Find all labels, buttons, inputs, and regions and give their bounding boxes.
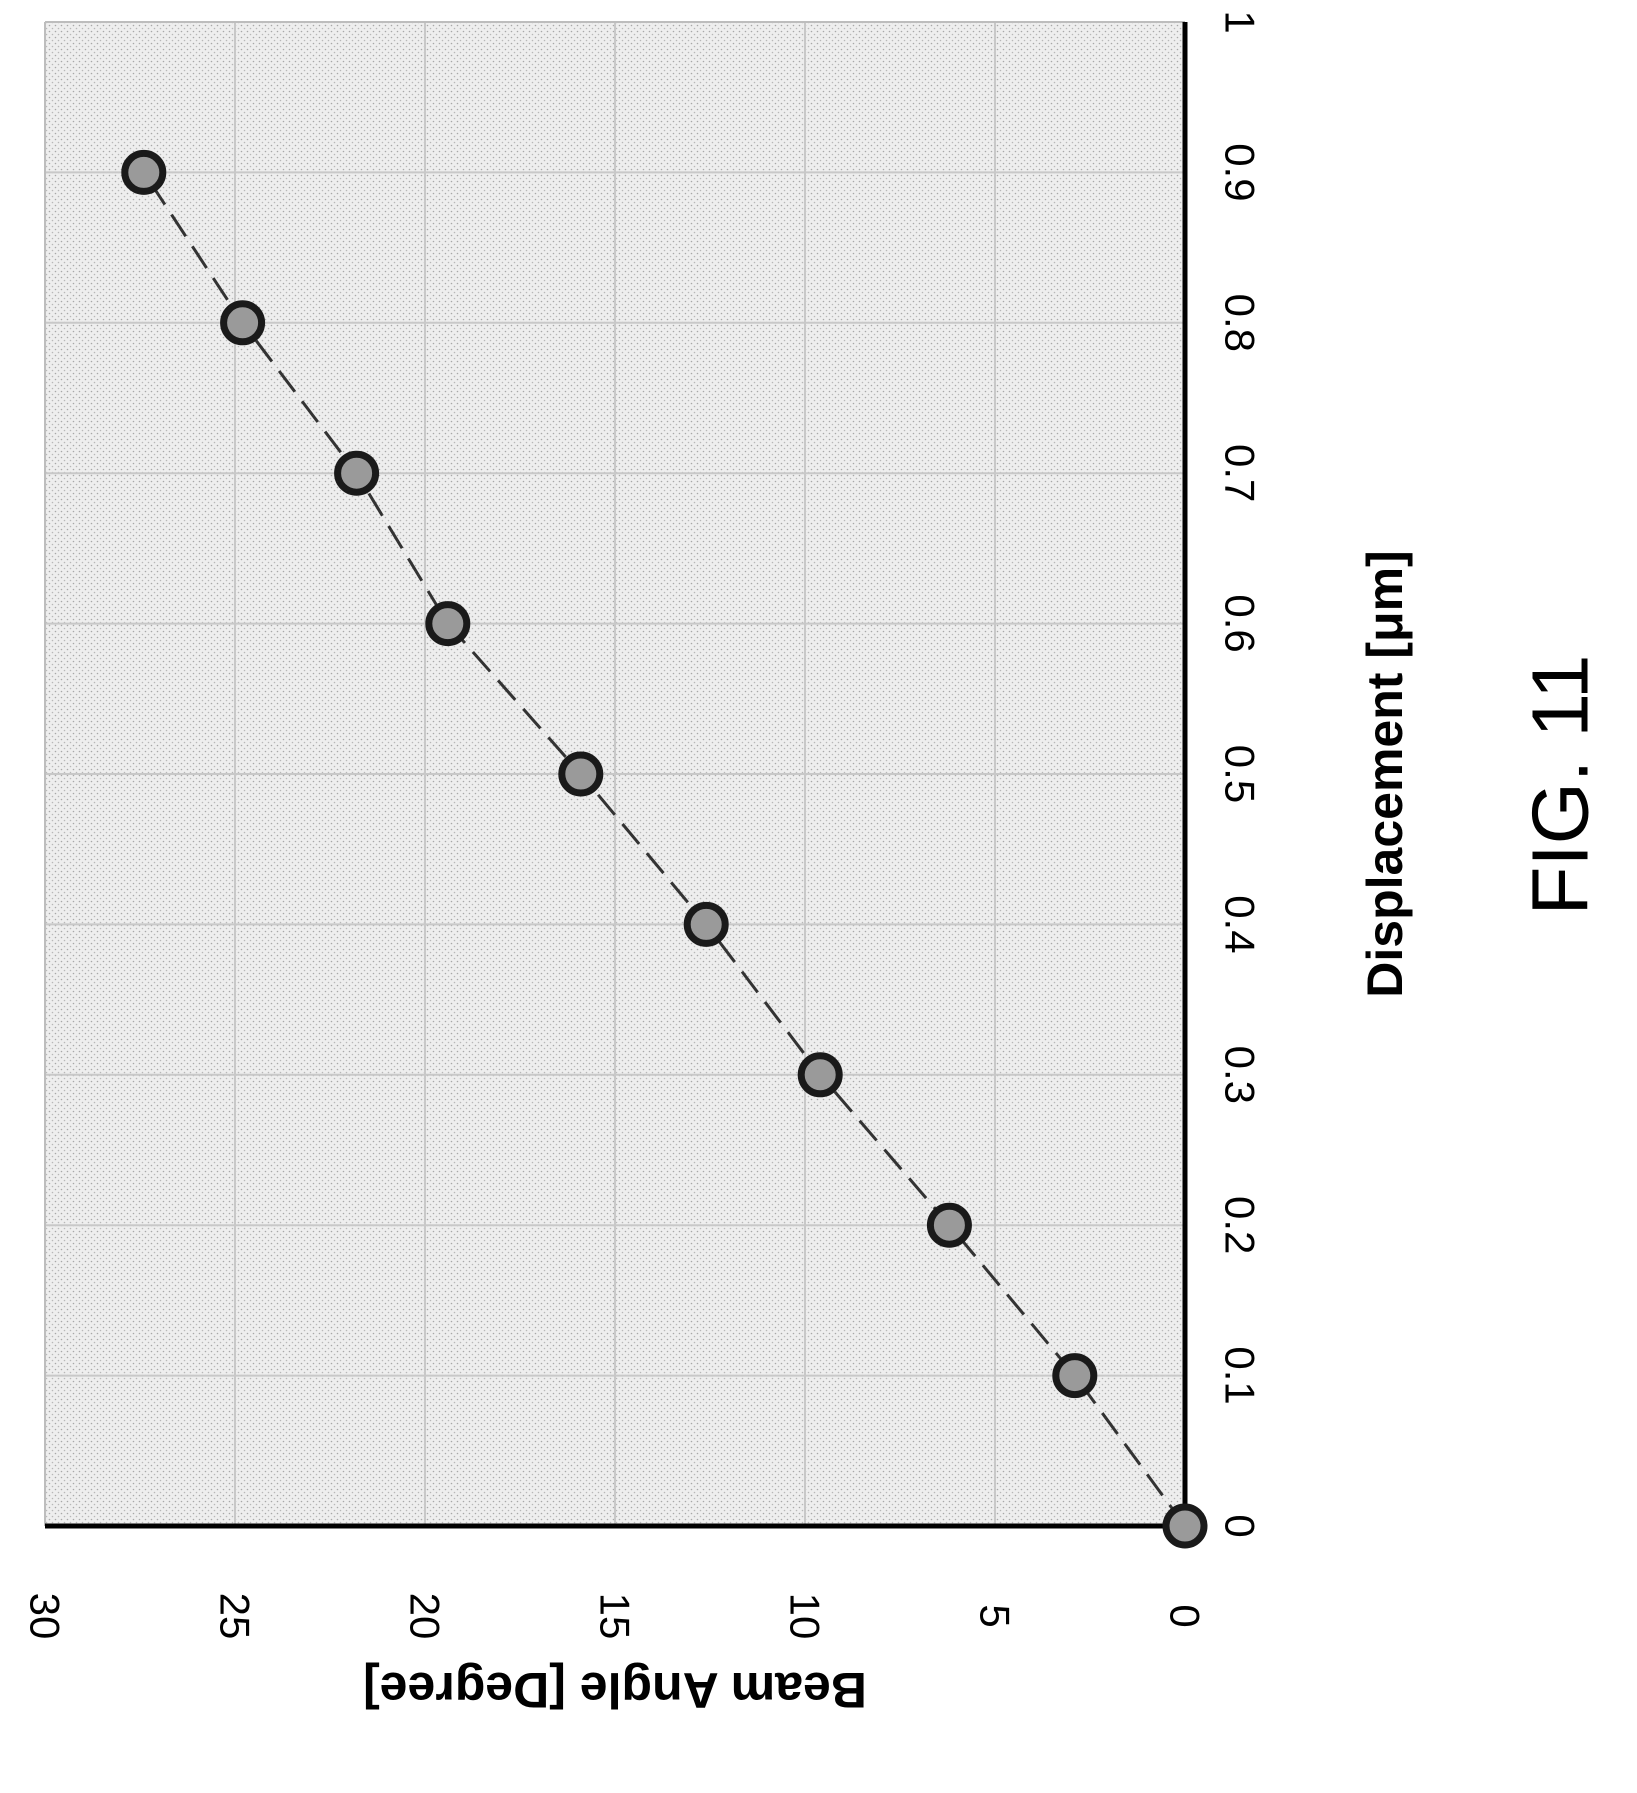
data-point	[558, 751, 604, 797]
data-point	[1052, 1353, 1098, 1399]
x-tick-label: 0.8	[1217, 294, 1264, 352]
data-point	[334, 450, 380, 496]
data-point	[1162, 1503, 1208, 1549]
x-tick-label: 0.3	[1217, 1046, 1264, 1104]
x-tick-label: 0.5	[1217, 745, 1264, 803]
x-tick-labels: 0 0.1 0.2 0.3 0.4 0.5 0.6 0.7 0.8 0.9 1	[1217, 10, 1264, 1537]
y-tick-label: 0	[1162, 1604, 1209, 1627]
x-tick-label: 0	[1217, 1514, 1264, 1537]
y-tick-label: 25	[212, 1593, 259, 1640]
y-tick-label: 10	[782, 1593, 829, 1640]
axes	[44, 21, 1188, 1529]
x-axis-title: Displacement [μm]	[1357, 550, 1413, 997]
trendline-layer	[142, 171, 1187, 1527]
x-tick-label: 0.9	[1217, 143, 1264, 201]
x-tick-label: 0.7	[1217, 444, 1264, 502]
y-tick-label: 5	[972, 1604, 1019, 1627]
data-point	[121, 149, 167, 195]
y-tick-label: 30	[22, 1593, 69, 1640]
data-point	[797, 1052, 843, 1098]
data-point	[425, 601, 471, 647]
y-tick-labels: 0 5 10 15 20 25 30	[22, 1593, 1209, 1640]
y-tick-label: 20	[402, 1593, 449, 1640]
data-point	[926, 1202, 972, 1248]
data-point	[683, 901, 729, 947]
trendline	[142, 171, 1187, 1527]
x-tick-label: 0.1	[1217, 1346, 1264, 1404]
figure-label: FIG. 11	[1516, 655, 1605, 916]
x-tick-label: 1	[1217, 10, 1264, 33]
y-tick-label: 15	[592, 1593, 639, 1640]
x-tick-label: 0.6	[1217, 594, 1264, 652]
x-tick-label: 0.2	[1217, 1196, 1264, 1254]
y-axis-title: Beam Angle [Degree]	[363, 1662, 867, 1718]
x-tick-label: 0.4	[1217, 895, 1264, 953]
data-point	[220, 300, 266, 346]
data-points	[121, 149, 1208, 1549]
